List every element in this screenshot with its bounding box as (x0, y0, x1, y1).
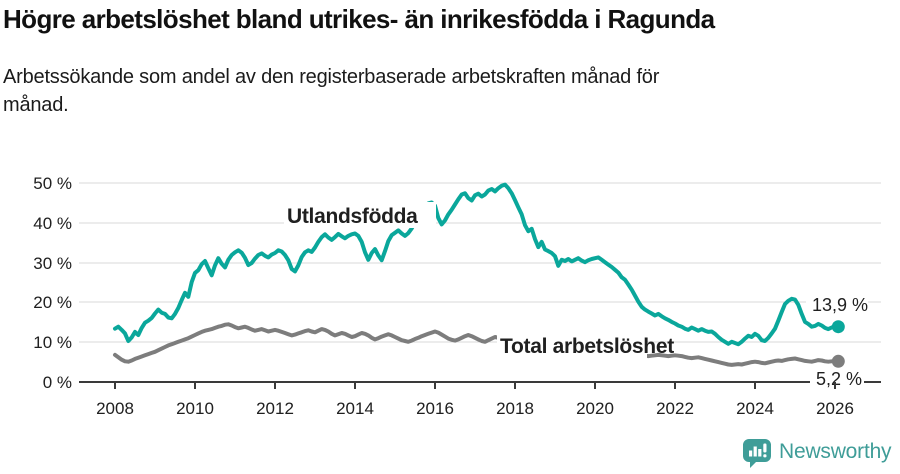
y-axis-labels: 0 % 10 % 20 % 30 % 40 % 50 % (33, 174, 72, 392)
y-tick-30: 30 % (33, 254, 72, 273)
series-label-bg-utlandsfodda (284, 202, 436, 228)
series-line-0 (113, 182, 841, 347)
y-tick-50: 50 % (33, 174, 72, 193)
x-tick-2010: 2010 (176, 399, 214, 418)
x-tick-2024: 2024 (736, 399, 774, 418)
x-tick-2026: 2026 (816, 399, 854, 418)
bar-chart-icon (749, 446, 762, 457)
x-tick-2020: 2020 (576, 399, 614, 418)
newsworthy-wordmark: Newsworthy (779, 440, 892, 463)
end-dots (831, 320, 845, 368)
end-dot-1 (831, 354, 845, 368)
newsworthy-logo[interactable]: Newsworthy (742, 438, 892, 468)
chart-subtitle: Arbetssökande som andel av den registerb… (3, 66, 660, 117)
x-axis-labels: 2008 2010 2012 2014 2016 2018 2020 2022 … (96, 399, 854, 418)
series-line-1 (113, 322, 841, 367)
x-tick-2014: 2014 (336, 399, 374, 418)
x-tick-2016: 2016 (416, 399, 454, 418)
annotations: Utlandsfödda Total arbetslöshet 13,9 % 5… (284, 202, 868, 389)
x-tick-2018: 2018 (496, 399, 534, 418)
end-label-total: 5,2 % (816, 369, 862, 389)
y-tick-20: 20 % (33, 293, 72, 312)
speech-bubble-shape (743, 439, 771, 468)
end-label-bg-utlandsfodda (806, 295, 868, 315)
end-label-bg-total (810, 369, 864, 388)
newsworthy-bubble-icon (743, 439, 771, 468)
page-title: Högre arbetslöshet bland utrikes- än inr… (3, 4, 715, 34)
y-tick-40: 40 % (33, 214, 72, 233)
exclamation-icon (763, 443, 767, 458)
x-tick-2008: 2008 (96, 399, 134, 418)
x-axis-ticks (114, 382, 836, 389)
x-tick-2012: 2012 (256, 399, 294, 418)
series-label-total: Total arbetslöshet (500, 335, 674, 358)
gridlines (79, 182, 881, 343)
end-dot-0 (831, 320, 845, 334)
end-label-utlandsfodda: 13,9 % (812, 295, 868, 315)
y-tick-0: 0 % (43, 373, 72, 392)
series-label-bg-total (497, 334, 647, 359)
series-lines (113, 182, 841, 367)
y-tick-10: 10 % (33, 333, 72, 352)
series-label-utlandsfodda: Utlandsfödda (287, 205, 418, 228)
x-tick-2022: 2022 (656, 399, 694, 418)
